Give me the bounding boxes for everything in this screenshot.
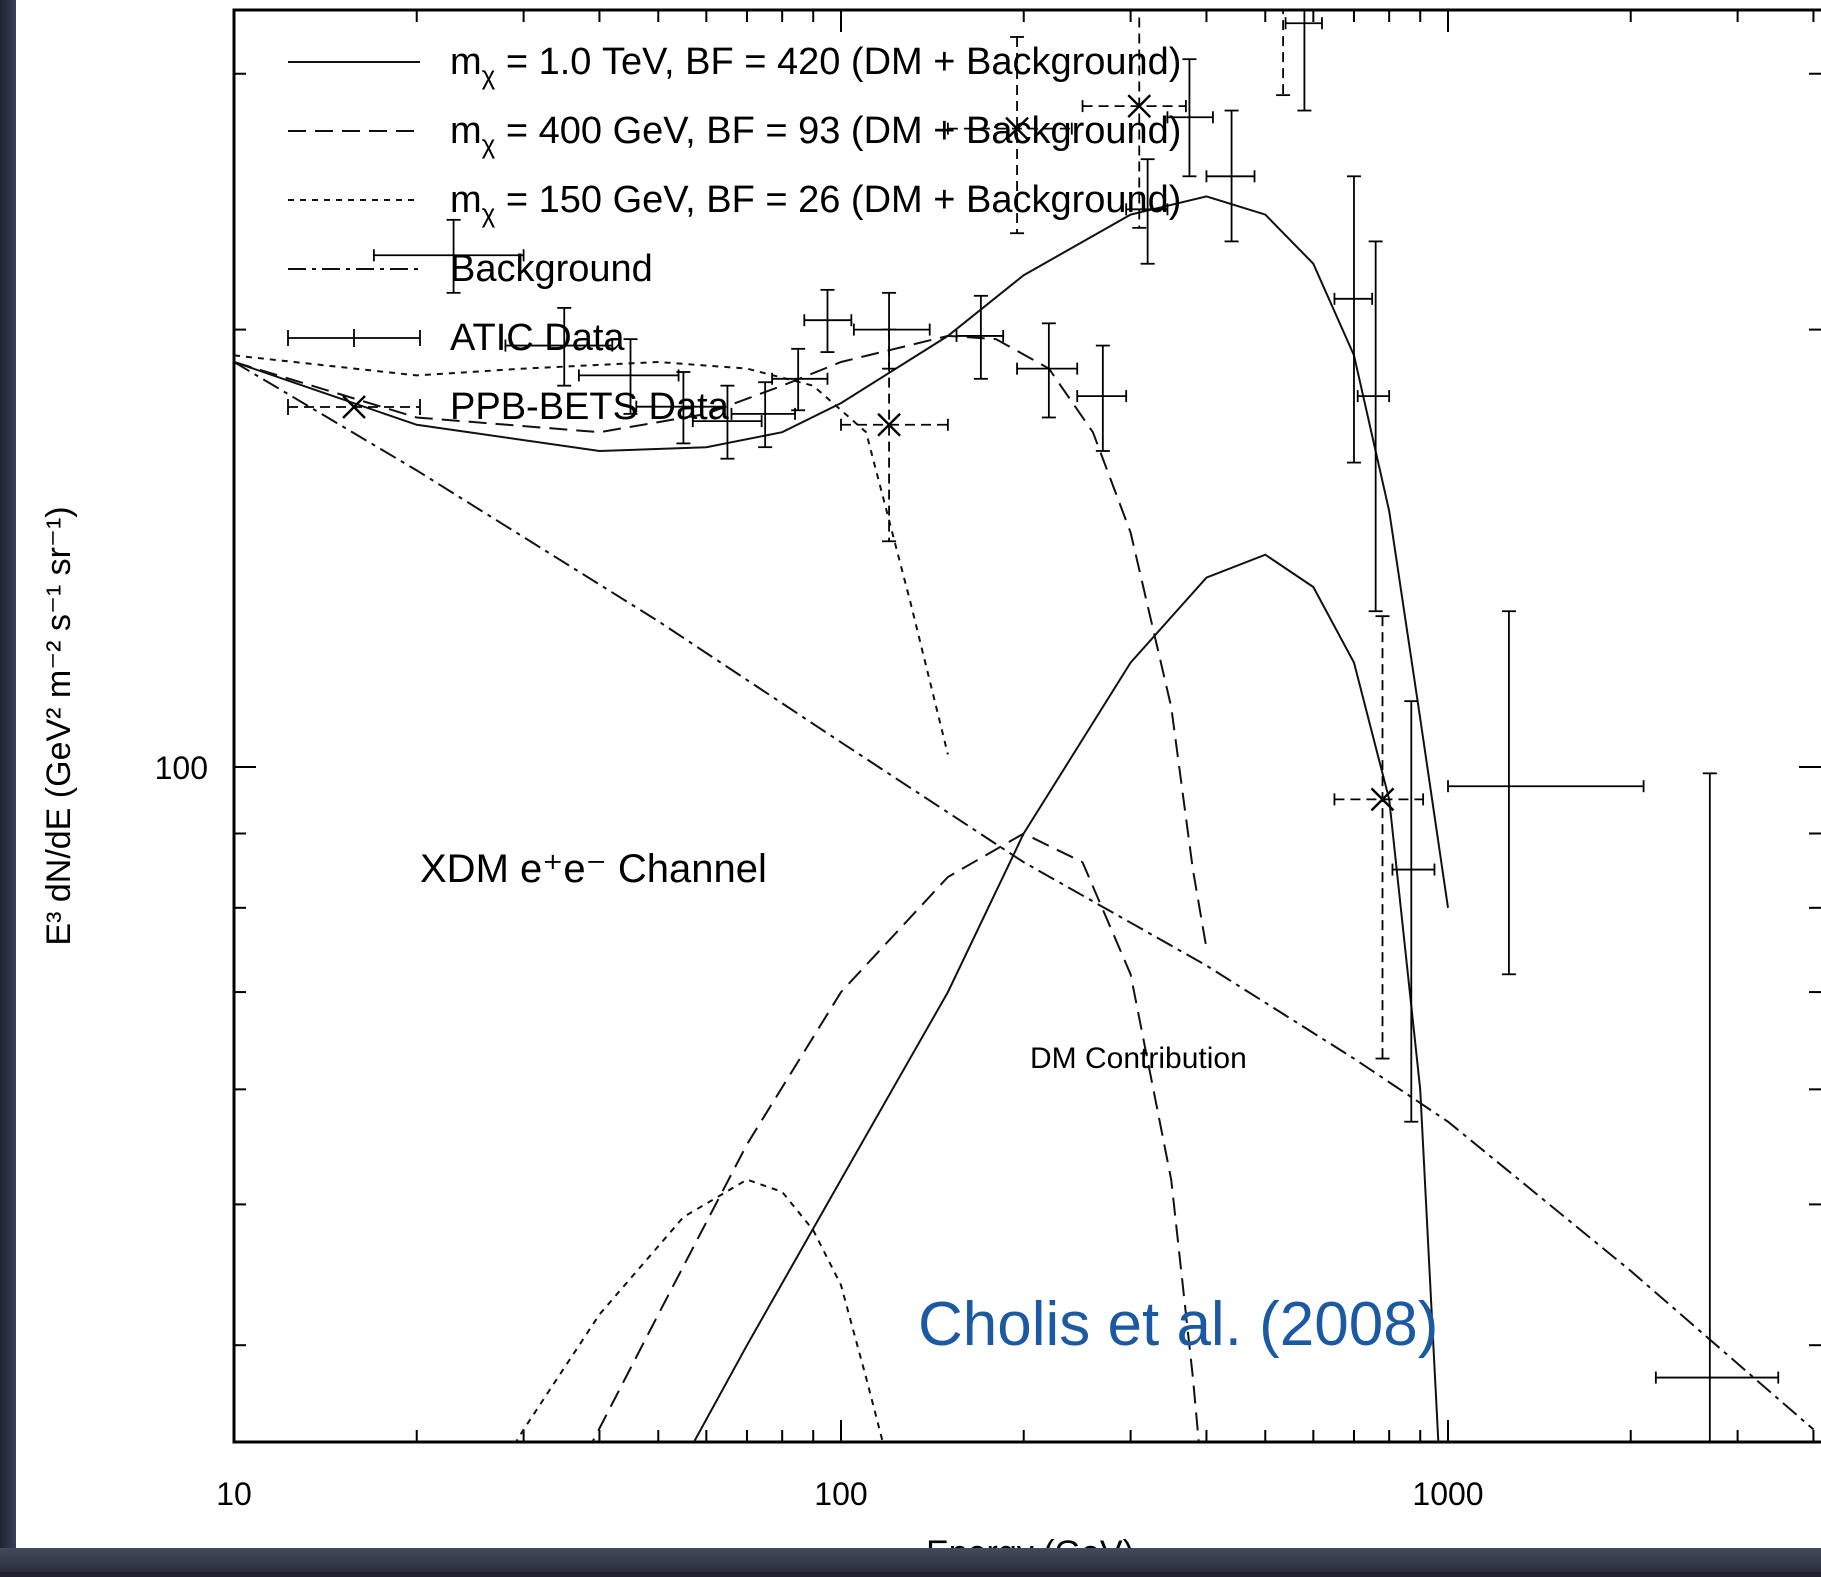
ppb-bets-data-point [946, 36, 1073, 235]
slide-left-edge [0, 0, 16, 1572]
legend: mχ = 1.0 TeV, BF = 420 (DM + Background)… [287, 41, 1181, 428]
channel-annotation: XDM e⁺e⁻ Channel [420, 847, 767, 891]
atic-data-point [955, 294, 1005, 380]
y-tick-label: 100 [155, 750, 208, 786]
cross-marker [1370, 787, 1395, 812]
atic-data-point [1333, 175, 1374, 464]
atic-data-point [1284, 10, 1323, 112]
cross-marker [1127, 94, 1152, 118]
series-line [234, 361, 1815, 1431]
cross-marker [1005, 116, 1029, 141]
atic-data-point [1016, 322, 1079, 419]
y-axis-label: E³ dN/dE (GeV² m⁻² s⁻¹ sr⁻¹) [40, 506, 78, 945]
atic-data-point [1166, 58, 1214, 178]
atic-data-point [1356, 240, 1391, 613]
series-line [234, 354, 949, 755]
atic-data-point [372, 218, 525, 294]
atic-data-point [1205, 109, 1256, 243]
atic-data-point [504, 306, 614, 387]
legend-label: Background [450, 248, 653, 290]
cross-marker [1272, 0, 1294, 2]
series-line [692, 553, 1440, 1442]
data-points-layer [372, 0, 1780, 1442]
atic-data-point [730, 381, 796, 449]
x-tick-label: 1000 [1412, 1476, 1483, 1512]
x-tick-label: 100 [814, 1476, 867, 1512]
atic-data-point [1125, 158, 1169, 265]
ppb-bets-data-point [1333, 615, 1425, 1060]
atic-data-point [771, 347, 829, 412]
atic-data-point [852, 291, 931, 370]
slide-bottom-edge [0, 1548, 1821, 1572]
atic-data-point [1447, 610, 1645, 976]
legend-label: mχ = 1.0 TeV, BF = 420 (DM + Background) [450, 41, 1181, 90]
legend-label: mχ = 150 GeV, BF = 26 (DM + Background) [450, 179, 1181, 228]
atic-data-point [691, 384, 763, 460]
legend-label: mχ = 400 GeV, BF = 93 (DM + Background) [450, 110, 1181, 159]
atic-data-point [1076, 344, 1128, 452]
ppb-bets-data-point [1272, 0, 1294, 97]
atic-data-point [577, 338, 680, 415]
atic-data-point [803, 288, 853, 353]
legend-marker [342, 395, 366, 419]
x-tick-label: 10 [216, 1476, 252, 1512]
cross-marker [877, 412, 901, 437]
atic-data-point [1654, 772, 1780, 1442]
plot-frame [232, 8, 1821, 1444]
series-line [591, 832, 1200, 1442]
dm-contribution-annotation: DM Contribution [1030, 1042, 1247, 1075]
atic-data-point [1391, 700, 1436, 1123]
atic-data-point [635, 371, 725, 445]
ppb-bets-data-point [840, 328, 949, 543]
axis-ticks: 10 100 1000 100 [155, 10, 1821, 1512]
cross-marker [1272, 0, 1294, 2]
series-line [514, 1178, 884, 1442]
series-line [234, 334, 1208, 949]
series-line [234, 195, 1449, 908]
citation-annotation: Cholis et al. (2008) [918, 1290, 1438, 1359]
legend-label: PPB-BETS Data [450, 386, 730, 428]
ppb-bets-data-point [1081, 10, 1187, 229]
legend-label: ATIC Data [450, 317, 625, 359]
